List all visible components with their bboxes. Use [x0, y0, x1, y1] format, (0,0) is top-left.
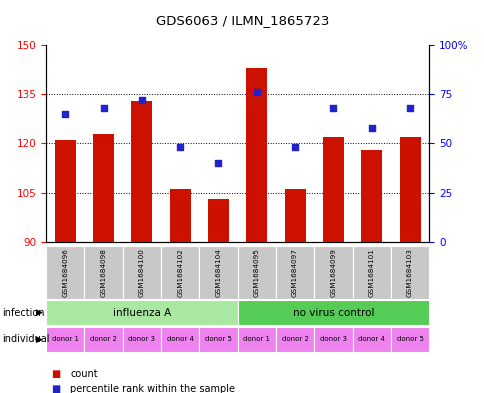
Bar: [246, 68, 267, 242]
Text: ▶: ▶: [36, 335, 43, 344]
Text: GSM1684098: GSM1684098: [100, 248, 106, 297]
Text: count: count: [70, 369, 98, 379]
Point: [99, 105, 107, 111]
Text: GSM1684099: GSM1684099: [330, 248, 336, 297]
Bar: [93, 134, 114, 242]
Text: GSM1684104: GSM1684104: [215, 248, 221, 297]
Text: donor 5: donor 5: [396, 336, 423, 342]
Text: no virus control: no virus control: [292, 308, 374, 318]
Text: GSM1684102: GSM1684102: [177, 248, 183, 297]
Text: GSM1684096: GSM1684096: [62, 248, 68, 297]
Text: donor 2: donor 2: [281, 336, 308, 342]
Text: donor 5: donor 5: [205, 336, 231, 342]
Text: donor 2: donor 2: [90, 336, 117, 342]
Text: donor 3: donor 3: [128, 336, 155, 342]
Point: [329, 105, 336, 111]
Text: infection: infection: [2, 308, 45, 318]
Text: GSM1684103: GSM1684103: [406, 248, 412, 297]
Point: [214, 160, 222, 166]
Text: ■: ■: [51, 369, 60, 379]
Point: [61, 111, 69, 117]
Point: [367, 125, 375, 131]
Text: ■: ■: [51, 384, 60, 393]
Text: donor 3: donor 3: [319, 336, 346, 342]
Bar: [55, 140, 76, 242]
Point: [405, 105, 413, 111]
Bar: [131, 101, 152, 242]
Bar: [284, 189, 305, 242]
Bar: [361, 150, 381, 242]
Text: percentile rank within the sample: percentile rank within the sample: [70, 384, 235, 393]
Text: donor 1: donor 1: [52, 336, 78, 342]
Text: donor 1: donor 1: [243, 336, 270, 342]
Text: GSM1684095: GSM1684095: [253, 248, 259, 297]
Text: influenza A: influenza A: [112, 308, 171, 318]
Text: donor 4: donor 4: [358, 336, 384, 342]
Text: individual: individual: [2, 334, 50, 344]
Text: ▶: ▶: [36, 308, 43, 317]
Bar: [208, 199, 228, 242]
Text: donor 4: donor 4: [166, 336, 193, 342]
Text: GSM1684101: GSM1684101: [368, 248, 374, 297]
Point: [252, 89, 260, 95]
Text: GDS6063 / ILMN_1865723: GDS6063 / ILMN_1865723: [155, 14, 329, 27]
Bar: [399, 137, 420, 242]
Text: GSM1684097: GSM1684097: [291, 248, 298, 297]
Point: [137, 97, 145, 103]
Bar: [322, 137, 343, 242]
Bar: [169, 189, 190, 242]
Text: GSM1684100: GSM1684100: [138, 248, 145, 297]
Point: [176, 144, 183, 151]
Point: [290, 144, 298, 151]
